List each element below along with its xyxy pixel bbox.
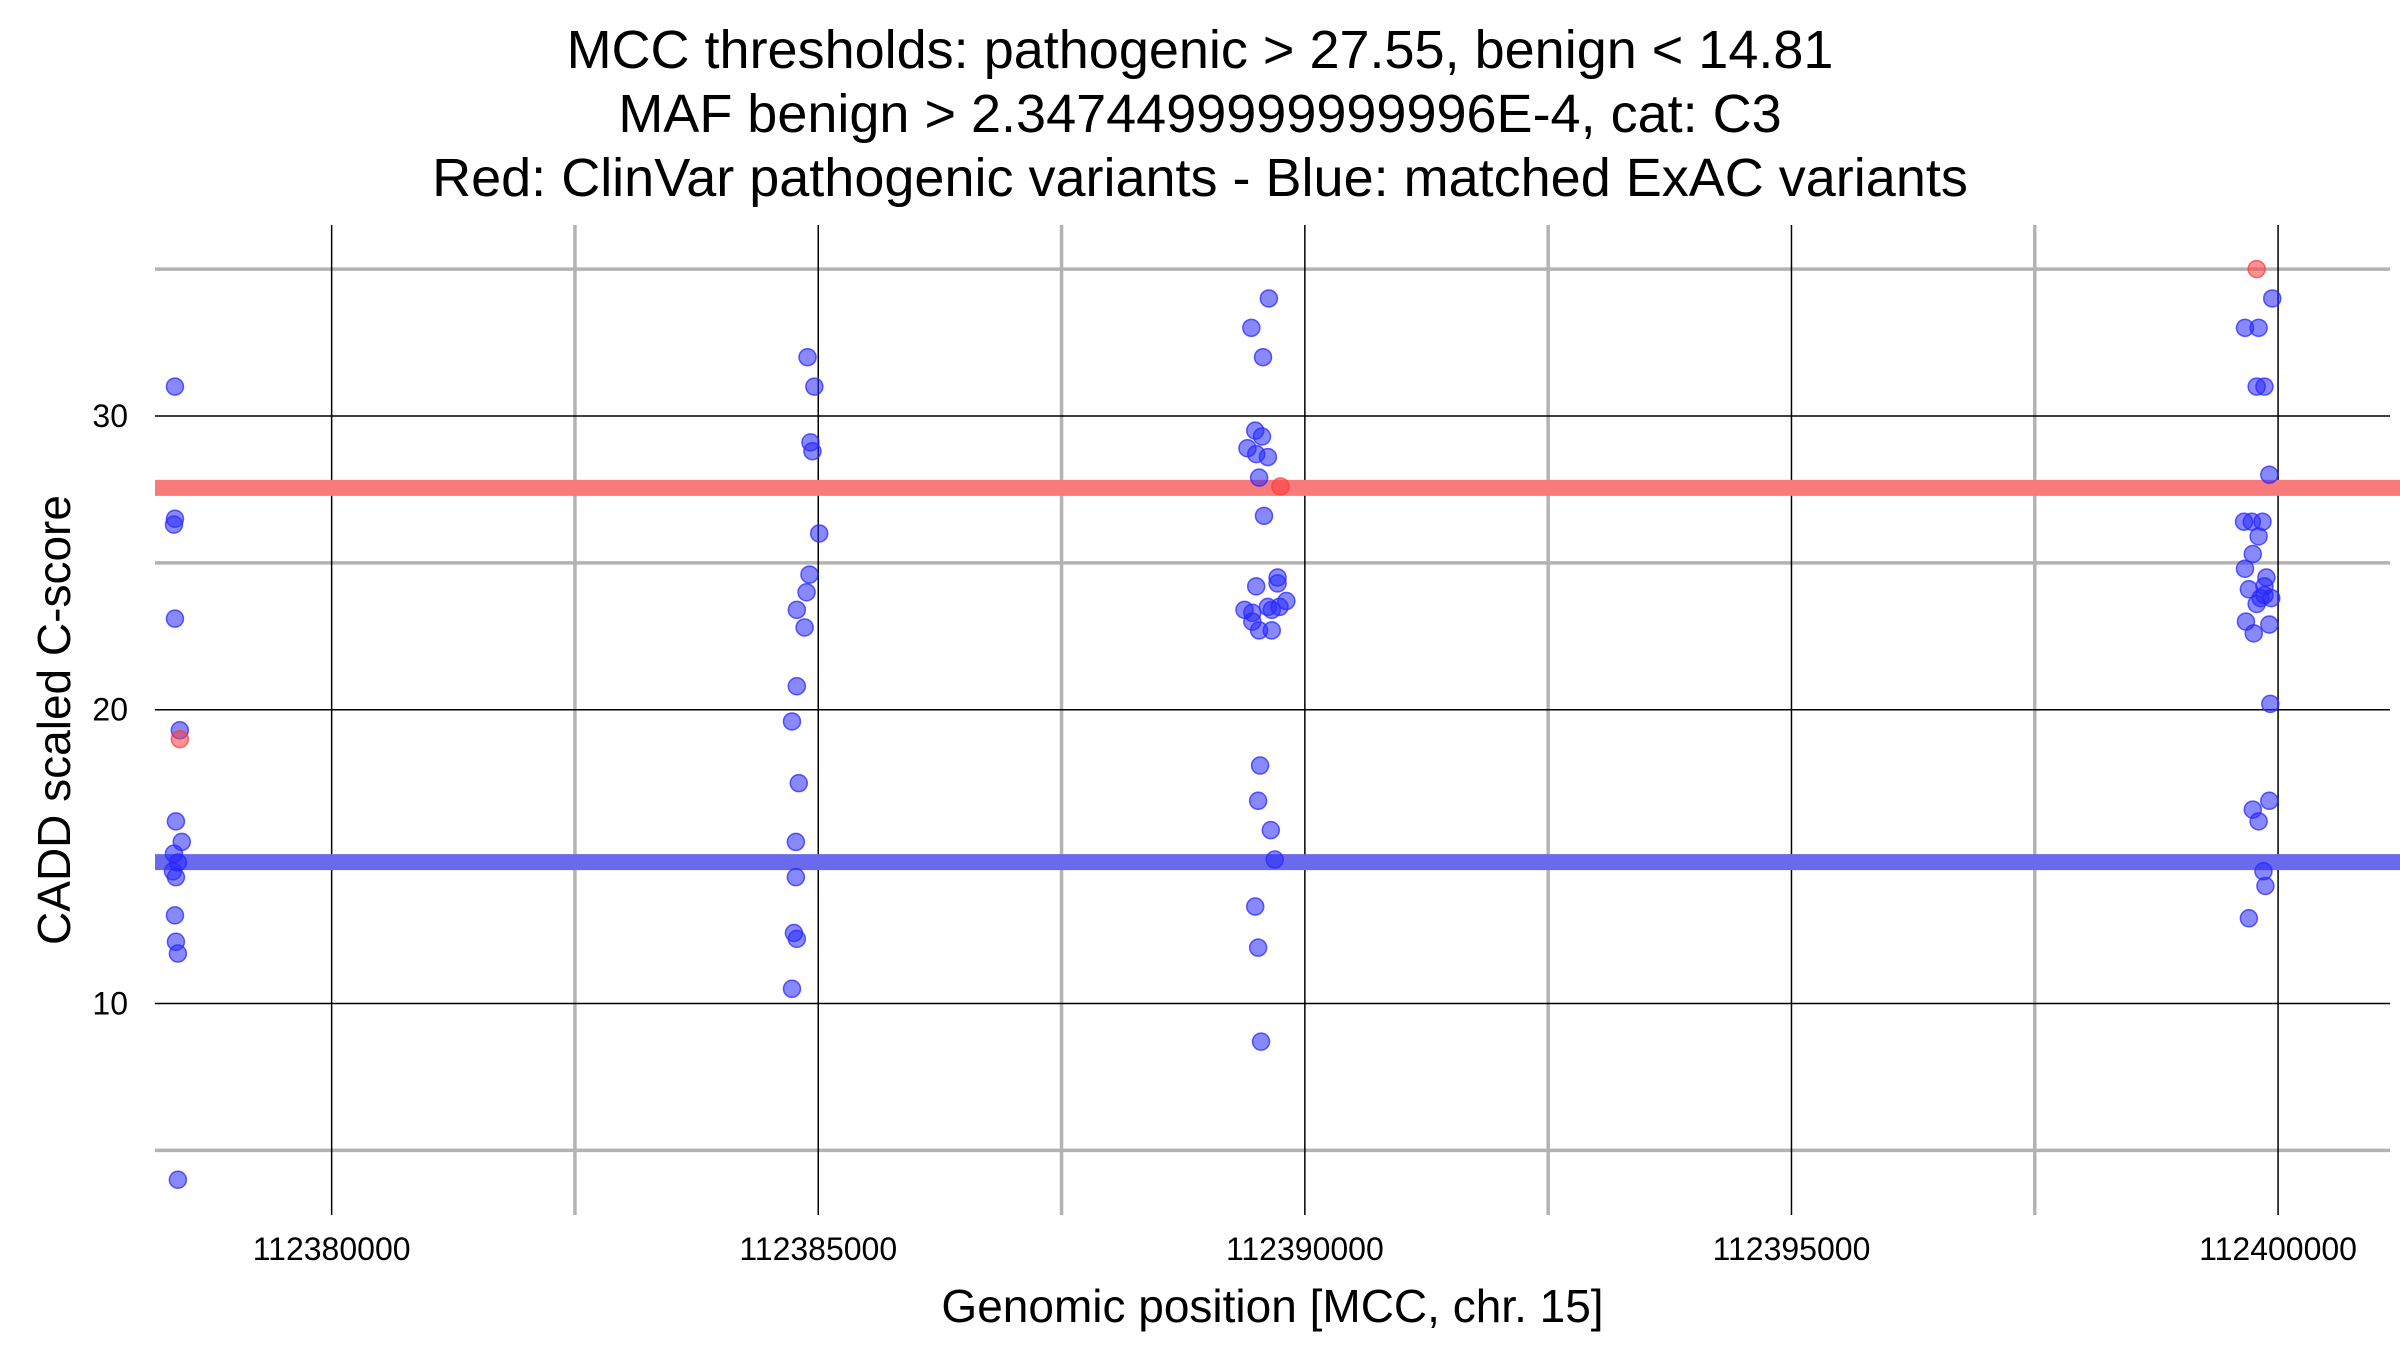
x-axis-title: Genomic position [MCC, chr. 15]: [941, 1280, 1603, 1332]
benign-variant-point: [798, 347, 817, 367]
benign-variant-point: [1245, 897, 1265, 916]
benign-variant-point: [2235, 559, 2255, 578]
x-axis-ticks: 112380000 112385000 112390000 112395000 1124…: [253, 1231, 2357, 1267]
major-gridlines: [155, 225, 2390, 1215]
benign-variant-point: [1254, 506, 1274, 526]
benign-variant-point: [787, 929, 807, 949]
benign-variant-point: [2261, 694, 2280, 714]
benign-variant-point: [786, 832, 806, 852]
benign-variant-point: [789, 773, 809, 793]
benign-variant-point: [1249, 468, 1269, 487]
benign-variant-point: [1261, 820, 1281, 840]
benign-variant-point: [1246, 577, 1266, 596]
y-tick-label: 10: [92, 985, 128, 1021]
x-tick-label: 112390000: [1226, 1231, 1384, 1267]
benign-variant-point: [800, 565, 819, 584]
benign-variant-point: [1258, 447, 1278, 467]
minor-gridlines: [155, 225, 2390, 1215]
benign-variant-point: [2249, 318, 2268, 338]
benign-variant-point: [1248, 938, 1268, 957]
threshold-lines: [155, 479, 2400, 871]
benign-variant-point: [2256, 876, 2275, 896]
x-tick-label: 112400000: [2199, 1231, 2357, 1267]
y-tick-label: 20: [92, 692, 128, 728]
benign-variant-point: [787, 600, 807, 620]
benign-variant-point: [1250, 756, 1270, 775]
benign-variant-point: [787, 676, 807, 696]
benign-variant-point: [795, 618, 814, 637]
benign-variant-point: [2262, 289, 2282, 308]
y-tick-label: 30: [92, 398, 128, 434]
x-tick-label: 112395000: [1713, 1231, 1871, 1267]
benign-variant-point: [2249, 527, 2268, 546]
y-axis-ticks: 10 20 30: [92, 398, 128, 1022]
benign-variant-point: [2244, 624, 2263, 643]
benign-variant-point: [1253, 347, 1273, 367]
benign-variant-point: [782, 712, 802, 731]
benign-variant-point: [1265, 850, 1284, 869]
benign-variant-point: [2249, 812, 2268, 831]
benign-variant-point: [2247, 594, 2266, 614]
benign-variant-point: [166, 812, 186, 831]
title-line: Red: ClinVar pathogenic variants - Blue:…: [432, 148, 1968, 208]
benign-variant-point: [165, 906, 185, 925]
benign-variant-point: [782, 979, 802, 999]
pathogenic-variant-point: [1271, 477, 1290, 496]
benign-variant-point: [166, 867, 186, 887]
benign-variant-point: [165, 377, 185, 396]
benign-variant-point: [2243, 544, 2263, 564]
benign-variant-point: [809, 524, 829, 543]
y-axis-title: CADD scaled C-score: [28, 495, 80, 945]
benign-variant-point: [1262, 621, 1282, 640]
benign-variant-point: [2239, 909, 2259, 928]
benign-variant-point: [805, 377, 824, 396]
benign-variant-point: [1268, 574, 1287, 593]
benign-variant-point: [2260, 465, 2279, 484]
benign-variant-point: [2255, 377, 2274, 396]
chart-title: MCC thresholds: pathogenic > 27.55, beni…: [432, 20, 1968, 208]
benign-variant-point: [168, 944, 188, 963]
x-tick-label: 112385000: [739, 1231, 897, 1267]
title-line: MAF benign > 2.3474499999999996E-4, cat:…: [618, 84, 1781, 144]
pathogenic-variant-point: [2247, 259, 2266, 279]
data-points: [163, 259, 2282, 1189]
benign-variant-point: [2260, 791, 2279, 811]
benign-variant-point: [1248, 791, 1268, 811]
benign-variant-point: [803, 441, 822, 461]
pathogenic-variant-point: [170, 729, 190, 749]
benign-variant-point: [1262, 600, 1282, 620]
x-tick-label: 112380000: [253, 1231, 411, 1267]
benign-variant-point: [1251, 1032, 1271, 1051]
benign-variant-point: [165, 609, 185, 628]
benign-variant-point: [168, 1170, 188, 1189]
benign-variant-point: [2260, 615, 2279, 634]
title-line: MCC thresholds: pathogenic > 27.55, beni…: [567, 20, 1834, 80]
benign-variant-point: [1252, 427, 1272, 446]
benign-variant-point: [1242, 318, 1261, 338]
benign-variant-point: [164, 515, 184, 534]
benign-variant-point: [786, 867, 806, 887]
benign-variant-point: [797, 582, 816, 602]
benign-variant-point: [1259, 289, 1279, 308]
